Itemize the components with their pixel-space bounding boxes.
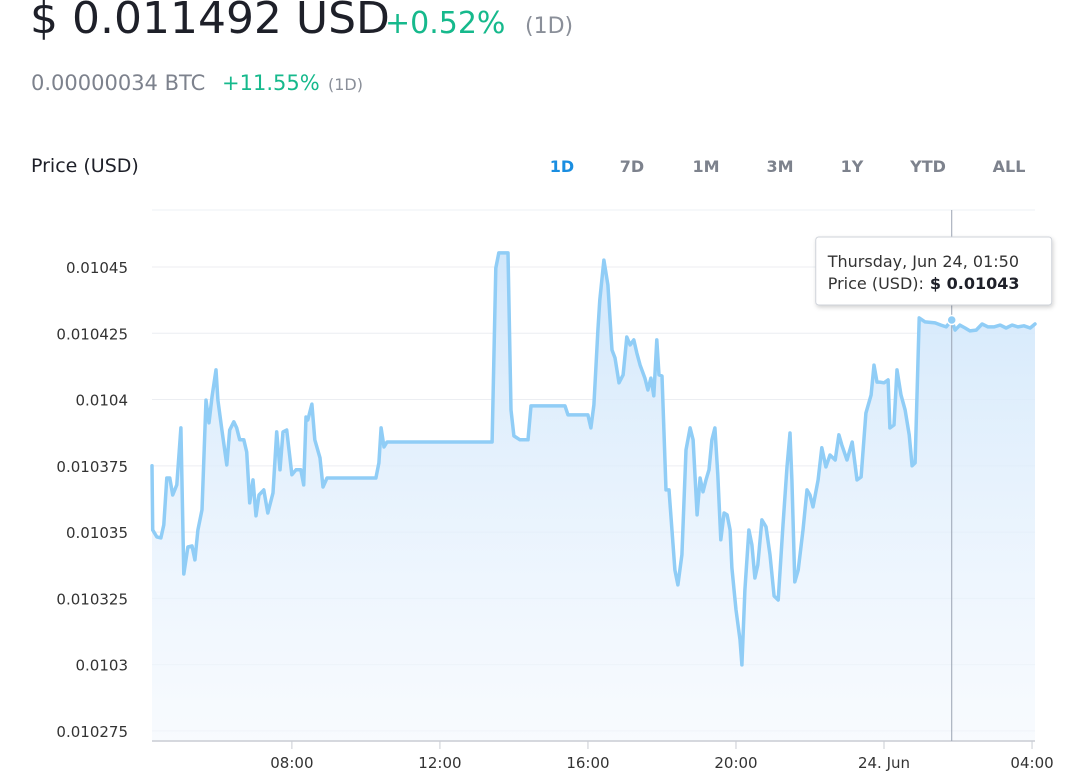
x-tick-label: 04:00 <box>1010 754 1053 772</box>
y-tick-label: 0.0104 <box>76 392 129 410</box>
y-tick-label: 0.010275 <box>56 723 128 741</box>
chart-title: Price (USD) <box>31 155 139 177</box>
area-fill <box>152 252 1035 741</box>
tooltip-value: $ 0.01043 <box>930 274 1020 293</box>
plot-area: 0.010275 0.0103 0.010325 0.01035 0.010375 0.0… <box>56 209 1054 772</box>
tooltip-title: Thursday, Jun 24, 01:50 <box>827 252 1019 271</box>
y-tick-label: 0.01035 <box>66 524 128 542</box>
y-tick-label: 0.010425 <box>56 325 128 343</box>
y-tick-label: 0.01045 <box>66 259 128 277</box>
btc-period: (1D) <box>328 75 363 94</box>
range-button[interactable]: YTD <box>909 157 946 176</box>
x-tick-label: 16:00 <box>566 754 609 772</box>
price-headline: $ 0.011492 USD <box>30 0 390 44</box>
range-button[interactable]: 1D <box>550 157 574 176</box>
x-tick-label: 24. Jun <box>858 754 910 772</box>
price-change: +0.52% <box>385 6 505 41</box>
x-tick-label: 20:00 <box>714 754 757 772</box>
hover-point <box>946 314 957 326</box>
y-tick-label: 0.010375 <box>56 458 128 476</box>
price-line <box>150 251 1037 667</box>
x-tick-label: 12:00 <box>418 754 461 772</box>
tooltip-box <box>815 236 1053 306</box>
range-button[interactable]: 1M <box>692 157 719 176</box>
range-button[interactable]: 1Y <box>841 157 864 176</box>
y-tick-label: 0.010325 <box>56 590 128 608</box>
price-period: (1D) <box>525 14 573 39</box>
range-button[interactable]: ALL <box>993 157 1026 176</box>
y-tick-label: 0.0103 <box>76 657 129 675</box>
range-selector: 1D 7D 1M 3M 1Y YTD ALL <box>550 157 1026 176</box>
tooltip: Thursday, Jun 24, 01:50 Price (USD): $ 0.0… <box>815 236 1053 306</box>
range-button[interactable]: 7D <box>620 157 644 176</box>
btc-change: +11.55% <box>222 71 320 95</box>
tooltip-label: Price (USD): <box>828 274 924 293</box>
btc-price: 0.00000034 BTC <box>31 71 205 95</box>
x-tick-label: 08:00 <box>270 754 313 772</box>
range-button[interactable]: 3M <box>766 157 793 176</box>
